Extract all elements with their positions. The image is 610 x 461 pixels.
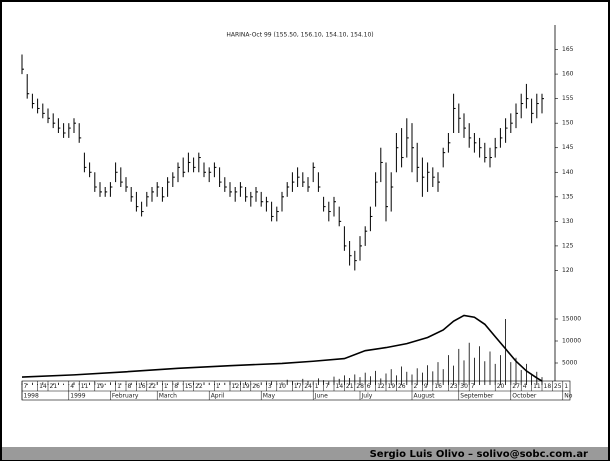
x-tick-label: 1 xyxy=(564,383,568,390)
month-label: 1998 xyxy=(24,393,39,400)
x-tick-label: 28 xyxy=(356,383,364,390)
month-label: October xyxy=(512,393,537,400)
x-tick-label: 1 xyxy=(117,383,121,390)
x-tick-label: 3 xyxy=(268,383,272,390)
x-tick-label: 1 xyxy=(315,383,319,390)
chart-title: HARINA-Oct 99 (155.50, 156.10, 154.10, 1… xyxy=(226,32,373,39)
month-label: June xyxy=(314,393,328,400)
y2-tick-label: 10000 xyxy=(562,338,581,345)
open-interest-line xyxy=(21,314,543,382)
x-tick-label: 11 xyxy=(81,383,89,390)
x-tick-label: 19 xyxy=(388,383,396,390)
y-tick-label: 120 xyxy=(562,267,574,274)
x-tick-label: 8 xyxy=(174,383,178,390)
x-tick-label: 19 xyxy=(242,383,250,390)
x-tick-label: 7 xyxy=(325,383,329,390)
x-tick-label: 21 xyxy=(50,383,58,390)
y-tick-label: 135 xyxy=(562,193,574,200)
x-tick-label: 24 xyxy=(304,383,312,390)
month-label: August xyxy=(414,393,436,400)
month-label: February xyxy=(112,393,139,400)
x-tick-label: 12 xyxy=(232,383,240,390)
x-tick-label: 26 xyxy=(252,383,260,390)
y2-tick-label: 5000 xyxy=(562,360,577,367)
x-tick-label: 4 xyxy=(70,383,74,390)
x-tick-label: 2 xyxy=(414,383,418,390)
x-tick-label: 22 xyxy=(195,383,203,390)
y-tick-label: 160 xyxy=(562,71,574,78)
footer-text: Sergio Luis Olivo – solivo@sobc.com.ar xyxy=(370,449,588,460)
month-label: April xyxy=(211,393,225,400)
footer-bar xyxy=(2,447,608,460)
x-tick-label: 18 xyxy=(544,383,552,390)
x-tick-label: 9 xyxy=(424,383,428,390)
y-tick-label: 165 xyxy=(562,46,574,53)
x-tick-label: 14 xyxy=(336,383,344,390)
x-tick-label: 1 xyxy=(216,383,220,390)
x-tick-label: 16 xyxy=(138,383,146,390)
x-tick-label: 25 xyxy=(554,383,562,390)
y-tick-label: 140 xyxy=(562,169,574,176)
x-tick-label: 20 xyxy=(497,383,505,390)
y-tick-label: 150 xyxy=(562,120,574,127)
month-label: March xyxy=(159,393,177,400)
x-tick-label: 7 xyxy=(24,383,28,390)
y-tick-label: 130 xyxy=(562,218,574,225)
month-label: September xyxy=(460,393,494,400)
x-tick-label: 23 xyxy=(450,383,458,390)
x-tick-label: 6 xyxy=(367,383,371,390)
x-tick-label: 30 xyxy=(460,383,468,390)
x-tick-label: 14 xyxy=(39,383,47,390)
y-tick-label: 125 xyxy=(562,242,574,249)
x-tick-label: 7 xyxy=(471,383,475,390)
x-tick-label: 11 xyxy=(533,383,541,390)
x-tick-label: 15 xyxy=(185,383,193,390)
x-tick-label: 8 xyxy=(128,383,132,390)
x-tick-label: 21 xyxy=(346,383,354,390)
x-tick-label: 27 xyxy=(512,383,520,390)
month-label: July xyxy=(361,393,373,400)
month-label: No xyxy=(564,393,572,400)
x-tick-label: 17 xyxy=(294,383,302,390)
x-tick-label: 16 xyxy=(434,383,442,390)
y-tick-label: 145 xyxy=(562,144,574,151)
y2-tick-label: 15000 xyxy=(562,316,581,323)
x-tick-label: 22 xyxy=(148,383,156,390)
y-tick-label: 155 xyxy=(562,95,574,102)
x-tick-label: 10 xyxy=(278,383,286,390)
x-tick-label: 19 xyxy=(96,383,104,390)
x-tick-label: 1 xyxy=(164,383,168,390)
x-tick-label: 12 xyxy=(377,383,385,390)
x-tick-label: 26 xyxy=(398,383,406,390)
month-label: 1999 xyxy=(70,393,85,400)
month-label: May xyxy=(263,393,276,400)
x-tick-label: 4 xyxy=(523,383,527,390)
